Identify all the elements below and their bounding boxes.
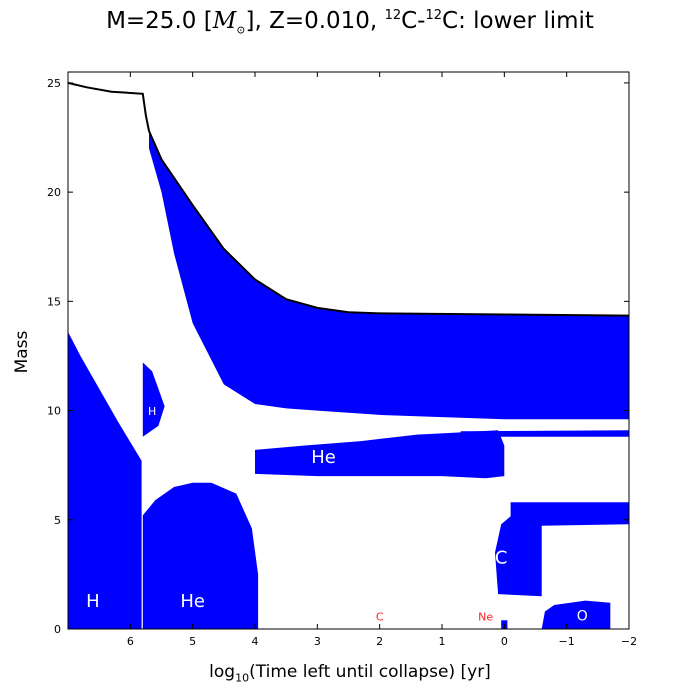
region-labels: H He H He C C Ne O — [86, 405, 588, 624]
plot-frame — [67, 71, 630, 630]
chart-title: M=25.0 [M⊙], Z=0.010, 12C-12C: lower lim… — [106, 8, 594, 37]
star-mass-curve — [67, 81, 630, 317]
convective-region-4 — [255, 430, 505, 479]
convective-region-0 — [68, 331, 142, 629]
region-label-3: He — [311, 447, 336, 468]
x-tick-label-8: −2 — [621, 635, 637, 648]
x-tick-label-6: 0 — [501, 635, 508, 648]
x-tick-label-5: 1 — [439, 635, 446, 648]
region-label-1: He — [180, 591, 205, 612]
x-axis-label: log10(Time left until collapse) [yr] — [209, 662, 491, 685]
region-label-4: C — [495, 547, 508, 568]
convective-region-3 — [149, 131, 629, 420]
y-tick-label-1: 5 — [54, 514, 61, 527]
msun-symbol: M⊙ — [212, 8, 246, 37]
convective-region-1 — [142, 362, 165, 461]
region-label-6: Ne — [478, 610, 493, 623]
x-tick-label-7: −1 — [559, 635, 575, 648]
convective-region-8 — [541, 600, 611, 629]
region-label-2: H — [148, 405, 156, 418]
convective-region-5 — [460, 430, 629, 437]
region-label-0: H — [86, 591, 100, 612]
x-tick-label-2: 4 — [252, 635, 259, 648]
convective-region-7 — [510, 502, 629, 527]
y-tick-label-5: 25 — [47, 77, 61, 90]
x-tick-label-3: 3 — [314, 635, 321, 648]
boundary-curves — [67, 81, 630, 317]
y-tick-label-3: 15 — [47, 295, 61, 308]
convective-region-6 — [495, 508, 542, 597]
x-tick-label-1: 5 — [189, 635, 196, 648]
region-label-5: C — [376, 610, 384, 623]
y-tick-label-4: 20 — [47, 186, 61, 199]
x-tick-label-4: 2 — [376, 635, 383, 648]
region-label-7: O — [577, 608, 588, 624]
x-tick-label-0: 6 — [127, 635, 134, 648]
y-tick-label-2: 10 — [47, 405, 61, 418]
convective-regions — [68, 131, 629, 629]
convective-region-2 — [142, 482, 259, 629]
y-tick-label-0: 0 — [54, 623, 61, 636]
